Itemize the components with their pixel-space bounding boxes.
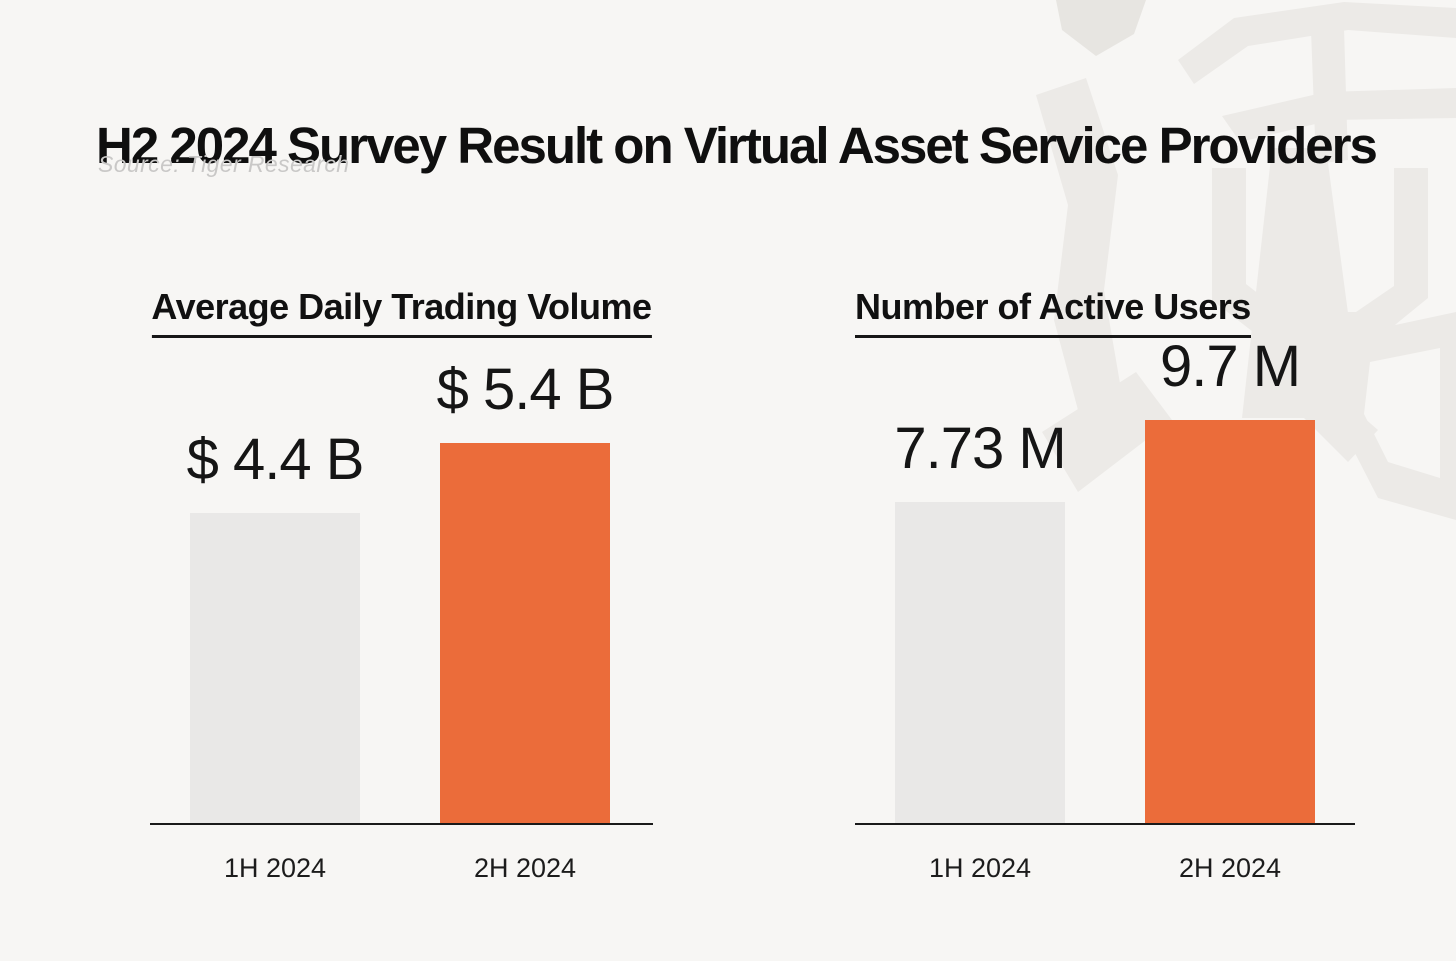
page-title: H2 2024 Survey Result on Virtual Asset S… bbox=[96, 117, 1378, 175]
bar-2h-2024 bbox=[1145, 420, 1315, 823]
value-label-2h: $ 5.4 B bbox=[436, 357, 615, 422]
value-label-1h: 7.73 M bbox=[894, 416, 1066, 481]
value-label-1h: $ 4.4 B bbox=[186, 427, 365, 492]
bar-2h-2024 bbox=[440, 443, 610, 823]
category-label-1h: 1H 2024 bbox=[928, 853, 1032, 883]
x-axis-line bbox=[150, 823, 653, 825]
category-label-2h: 2H 2024 bbox=[1178, 853, 1282, 883]
bar-1h-2024 bbox=[895, 502, 1065, 823]
chart-title-trading-volume: Average Daily Trading Volume bbox=[151, 286, 652, 338]
bar-1h-2024 bbox=[190, 513, 360, 823]
value-label-2h: 9.7 M bbox=[1159, 334, 1301, 399]
chart-trading-volume: Average Daily Trading Volume $ 4.4 B $ 5… bbox=[150, 250, 653, 890]
x-axis-line bbox=[855, 823, 1355, 825]
source-caption: Source: Tiger Research bbox=[98, 151, 350, 177]
chart-title-active-users: Number of Active Users bbox=[855, 286, 1251, 338]
category-label-1h: 1H 2024 bbox=[223, 853, 327, 883]
chart-active-users: Number of Active Users 7.73 M 9.7 M 1H 2… bbox=[855, 250, 1355, 890]
category-label-2h: 2H 2024 bbox=[473, 853, 577, 883]
